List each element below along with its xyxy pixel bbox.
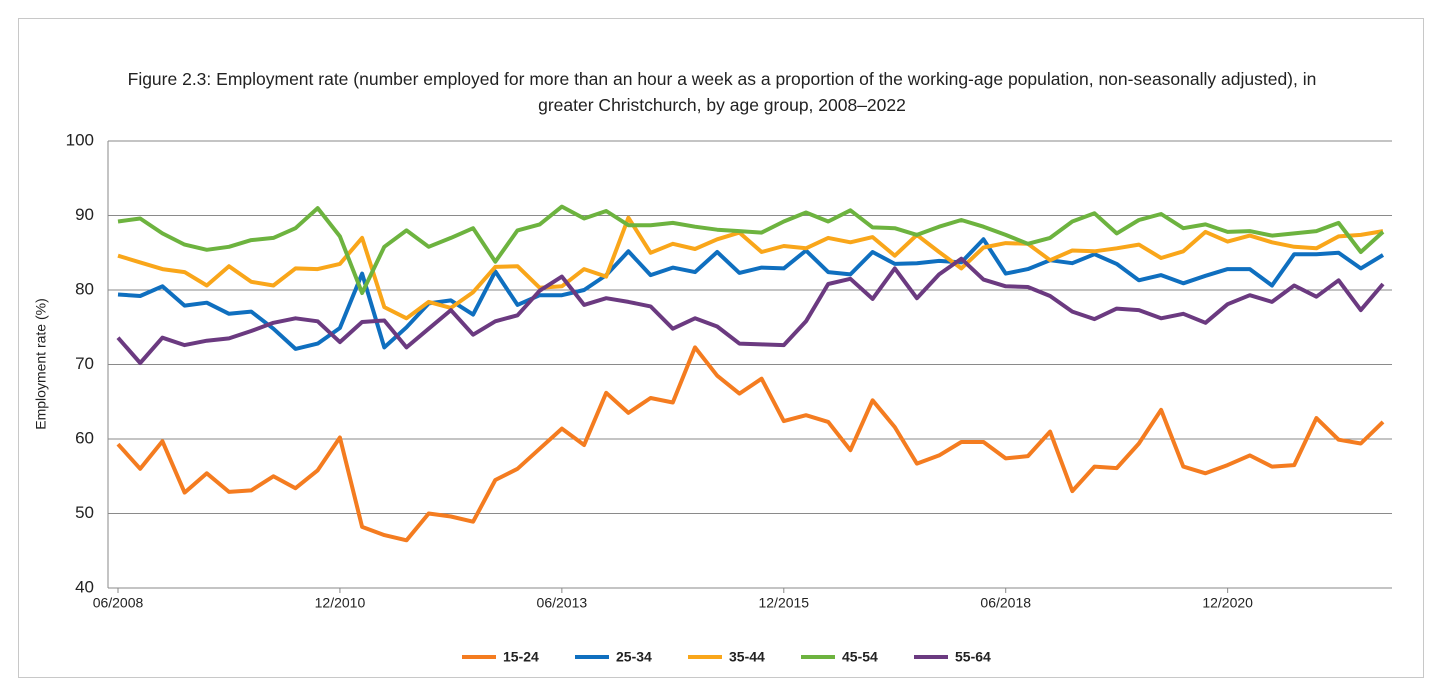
x-tick-label: 12/2020 xyxy=(1202,595,1253,611)
line-series xyxy=(117,237,1385,351)
x-tick-label: 12/2010 xyxy=(315,595,366,611)
y-tick-label: 70 xyxy=(75,354,94,373)
x-tick-label: 12/2015 xyxy=(758,595,809,611)
legend-label: 55-64 xyxy=(955,649,991,665)
x-tick-label: 06/2008 xyxy=(93,595,144,611)
chart-title: Figure 2.3: Employment rate (number empl… xyxy=(127,69,1317,115)
line-series xyxy=(117,204,1385,295)
chart-frame xyxy=(18,18,1424,678)
y-axis-label: Employment rate (%) xyxy=(33,298,49,429)
y-tick-label: 50 xyxy=(75,503,94,522)
y-tick-label: 40 xyxy=(75,577,94,596)
y-tick-label: 60 xyxy=(75,428,94,447)
line-series xyxy=(116,345,1385,543)
line-series xyxy=(116,256,1385,365)
legend-label: 25-34 xyxy=(616,649,652,665)
x-tick-label: 06/2018 xyxy=(980,595,1031,611)
line-series xyxy=(117,215,1384,321)
y-tick-label: 80 xyxy=(75,279,94,298)
legend-label: 45-54 xyxy=(842,649,878,665)
y-tick-label: 90 xyxy=(75,205,94,224)
x-tick-label: 06/2013 xyxy=(537,595,588,611)
legend-label: 35-44 xyxy=(729,649,765,665)
y-tick-label: 100 xyxy=(66,130,94,149)
legend-label: 15-24 xyxy=(503,649,539,665)
